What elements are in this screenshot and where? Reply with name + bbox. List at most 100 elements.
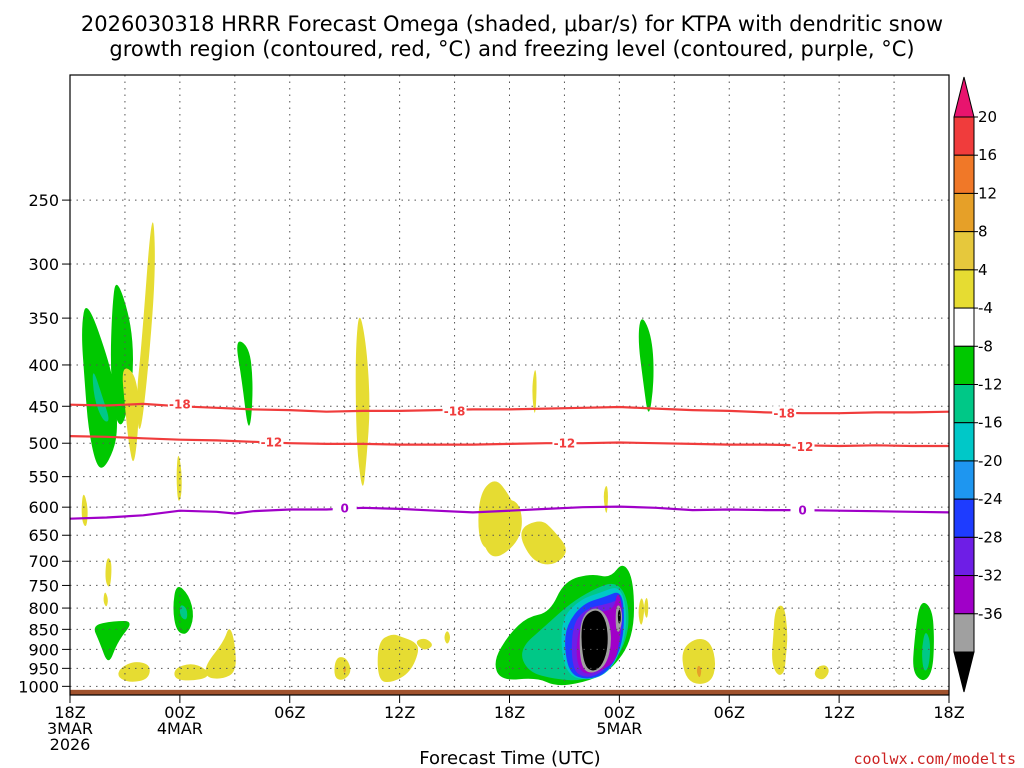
omega-region-3 xyxy=(237,341,253,426)
omega-region-24 xyxy=(105,558,112,587)
omega-region-38 xyxy=(377,634,419,683)
omega-region-32 xyxy=(638,598,645,625)
omega-region-41 xyxy=(772,605,788,675)
ytick-label-1000: 1000 xyxy=(18,677,59,696)
omega-region-30 xyxy=(532,370,537,413)
colorbar: 20 16 12 8 4 -4 -8 -12 -16 -20 -24 -28 -32 -36 xyxy=(953,76,1003,693)
colorbar-swatch-9 xyxy=(953,422,975,462)
ytick-label-400: 400 xyxy=(28,356,59,375)
contour-label-0-1: 0 xyxy=(798,504,806,518)
contour-line-m18 xyxy=(70,402,949,415)
colorbar-label-1: 16 xyxy=(978,146,997,164)
omega-region-7 xyxy=(94,621,130,661)
xtick-label-0-0: 18Z xyxy=(54,703,85,722)
omega-region-43 xyxy=(644,598,649,618)
chart-title-line2: growth region (contoured, red, °C) and f… xyxy=(109,37,914,61)
colorbar-bottom-triangle xyxy=(953,651,975,693)
omega-region-19 xyxy=(922,633,931,671)
colorbar-swatch-7 xyxy=(953,345,975,385)
xtick-label-30-1: 5MAR xyxy=(596,719,642,738)
credit-text: coolwx.com/modelts xyxy=(853,750,1016,768)
omega-region-6 xyxy=(179,605,188,620)
xtick-label-12-0: 06Z xyxy=(274,703,305,722)
contour-label-bg xyxy=(259,434,284,449)
colorbar-label-5: -4 xyxy=(978,299,993,317)
contour-label-m12-2: -12 xyxy=(792,440,814,454)
colorbar-swatch-12 xyxy=(953,536,975,577)
xtick-label-18-0: 12Z xyxy=(384,703,415,722)
colorbar-label-12: -32 xyxy=(978,567,1003,585)
ytick-label-950: 950 xyxy=(28,659,59,678)
contour-label-m12-1: -12 xyxy=(554,437,576,451)
colorbar-swatch-8 xyxy=(953,384,975,424)
plot-area: -18 -18 -18 -12 -12 -12 0 0 xyxy=(69,74,950,696)
contour-label-m18-0: -18 xyxy=(169,397,191,411)
colorbar-label-10: -24 xyxy=(978,490,1003,508)
xtick-label-24-0: 18Z xyxy=(494,703,525,722)
omega-region-0 xyxy=(82,307,117,468)
contour-label-m18-2: -18 xyxy=(773,407,795,421)
temperature-contours: -18 -18 -18 -12 -12 -12 0 0 xyxy=(70,396,949,520)
ytick-label-250: 250 xyxy=(28,191,59,210)
contour-line-m12 xyxy=(70,435,949,448)
contour-label-0-0: 0 xyxy=(341,501,349,515)
omega-region-42 xyxy=(814,665,829,680)
contour-label-bg xyxy=(772,406,797,421)
contour-label-m12-0: -12 xyxy=(261,435,283,449)
colorbar-swatch-11 xyxy=(953,498,975,538)
omega-region-35 xyxy=(174,664,208,681)
colorbar-swatch-4 xyxy=(953,231,975,271)
ytick-label-500: 500 xyxy=(28,434,59,453)
colorbar-swatch-13 xyxy=(953,575,975,615)
colorbar-swatch-14 xyxy=(953,613,975,653)
omega-region-40 xyxy=(682,638,716,684)
colorbar-label-0: 20 xyxy=(978,108,997,126)
omega-region-31 xyxy=(603,486,608,513)
xtick-label-6-1: 4MAR xyxy=(157,719,203,738)
ytick-label-750: 750 xyxy=(28,576,59,595)
ground-bar xyxy=(70,689,949,695)
omega-region-37 xyxy=(334,657,351,680)
colorbar-label-11: -28 xyxy=(978,528,1003,546)
colorbar-label-6: -8 xyxy=(978,337,993,355)
colorbar-label-8: -16 xyxy=(978,414,1003,432)
colorbar-label-3: 8 xyxy=(978,223,988,241)
colorbar-top-triangle xyxy=(953,76,975,118)
ytick-label-300: 300 xyxy=(28,255,59,274)
y-axis-ticks: 2503003504004505005506006507007508008509… xyxy=(18,191,70,696)
omega-region-34 xyxy=(118,662,150,682)
omega-region-29 xyxy=(482,499,522,557)
omega-region-25 xyxy=(103,592,108,607)
colorbar-label-2: 12 xyxy=(978,184,997,202)
xtick-label-36-0: 06Z xyxy=(714,703,745,722)
omega-shaded-fills xyxy=(81,222,934,686)
omega-region-33 xyxy=(444,631,450,644)
xtick-label-0-1: 3MAR xyxy=(47,719,93,738)
omega-region-17 xyxy=(617,609,621,624)
omega-region-4 xyxy=(638,319,654,412)
xtick-label-6-0: 00Z xyxy=(164,703,195,722)
colorbar-swatch-1 xyxy=(953,116,975,156)
xtick-label-0-2: 2026 xyxy=(50,735,91,754)
colorbar-swatch-3 xyxy=(953,192,975,233)
omega-region-26 xyxy=(355,317,370,486)
ytick-label-800: 800 xyxy=(28,599,59,618)
ytick-label-550: 550 xyxy=(28,468,59,487)
ytick-label-700: 700 xyxy=(28,552,59,571)
omega-region-28 xyxy=(521,521,566,565)
ytick-label-450: 450 xyxy=(28,397,59,416)
colorbar-label-13: -36 xyxy=(978,605,1003,623)
ytick-label-350: 350 xyxy=(28,309,59,328)
colorbar-label-7: -12 xyxy=(978,376,1003,394)
contour-label-bg xyxy=(442,403,467,418)
omega-region-15 xyxy=(581,610,608,671)
ytick-label-600: 600 xyxy=(28,498,59,517)
colorbar-label-4: 4 xyxy=(978,261,988,279)
contour-label-bg xyxy=(167,396,192,411)
omega-region-39 xyxy=(416,638,432,650)
chart-title-line1: 2026030318 HRRR Forecast Omega (shaded, … xyxy=(81,12,943,36)
ytick-label-850: 850 xyxy=(28,620,59,639)
contour-label-m18-1: -18 xyxy=(444,404,466,418)
